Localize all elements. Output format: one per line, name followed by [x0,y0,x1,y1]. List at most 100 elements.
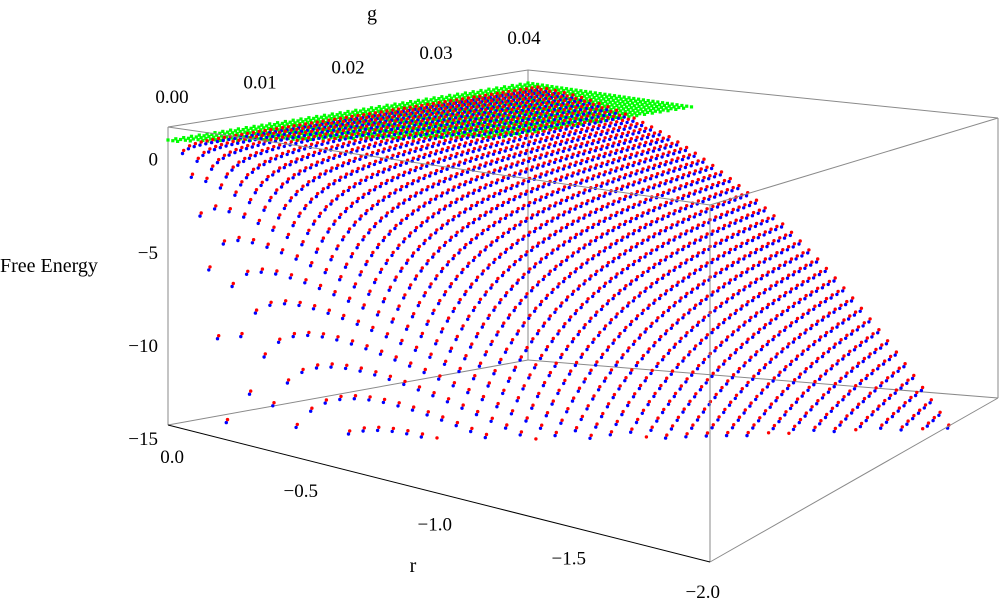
green-point [522,88,526,92]
red-point [562,90,566,95]
red-point [306,125,311,129]
red-point [711,327,715,332]
red-point [484,183,488,187]
blue-point [916,411,921,415]
blue-point [815,402,819,406]
blue-point [466,390,470,395]
blue-point [285,152,289,157]
red-point [711,163,715,168]
red-point [496,330,500,334]
blue-point [320,142,324,146]
blue-point [562,381,566,386]
red-point [385,109,389,113]
red-point [810,260,814,264]
blue-point [611,259,615,264]
red-point [548,97,552,101]
red-point [527,96,531,101]
blue-point [692,306,697,310]
blue-point [610,117,615,122]
blue-point [471,377,476,381]
blue-point [567,165,571,169]
blue-point [613,111,618,116]
red-point [469,106,473,110]
green-point [393,102,397,106]
blue-point [433,152,438,156]
blue-point [570,292,575,296]
red-point [470,282,474,286]
blue-point [637,258,641,263]
blue-point [265,135,269,140]
blue-point [648,158,653,162]
green-point [634,106,638,110]
blue-point [523,151,528,156]
red-point [816,319,820,323]
red-point [670,424,675,428]
blue-point [387,168,391,172]
red-point [691,254,695,259]
blue-point [710,232,714,236]
red-point [566,407,570,411]
red-point [475,233,480,237]
red-point [662,407,666,412]
red-point [699,235,704,239]
blue-point [529,112,533,116]
blue-point [765,219,769,223]
blue-point [256,221,260,226]
red-point [388,112,392,116]
red-point [854,428,858,432]
blue-point [573,363,578,368]
blue-point [785,345,790,349]
red-point [452,185,456,189]
blue-point [436,160,441,164]
red-point [545,93,549,98]
blue-point [294,130,298,134]
red-point [466,102,470,107]
blue-point [483,132,487,136]
blue-point [631,119,635,123]
blue-point [460,270,464,275]
red-point [594,118,598,122]
red-point [804,293,808,298]
blue-point [529,122,533,127]
blue-point [550,339,554,344]
green-point [280,121,284,125]
blue-point [750,266,755,271]
blue-point [681,410,685,414]
blue-point [494,206,499,211]
blue-point [817,303,822,308]
red-point [842,395,846,399]
green-point [259,128,263,132]
blue-point [439,330,444,334]
blue-point [532,158,536,162]
blue-point [364,347,368,351]
red-point [758,327,762,331]
blue-point [721,226,726,231]
red-point [560,175,564,179]
green-point [629,106,633,110]
blue-point [564,141,568,145]
red-point [481,197,485,201]
blue-point [631,183,635,187]
blue-point [640,170,644,174]
red-point [577,150,581,155]
green-point [525,105,529,109]
blue-point [788,324,793,328]
blue-point [320,161,324,165]
blue-point [532,116,536,120]
red-point [344,134,349,138]
blue-point [654,220,659,224]
blue-point [669,287,673,292]
red-point [696,177,700,182]
blue-point [660,358,665,362]
red-point [556,109,561,113]
green-point [415,103,419,107]
green-point [299,136,303,140]
red-point [545,111,549,115]
green-point [342,116,346,120]
blue-point [645,168,650,172]
green-point [569,99,573,103]
blue-point [215,139,220,144]
blue-point [442,128,446,133]
blue-point [338,397,342,402]
green-point [517,132,521,136]
